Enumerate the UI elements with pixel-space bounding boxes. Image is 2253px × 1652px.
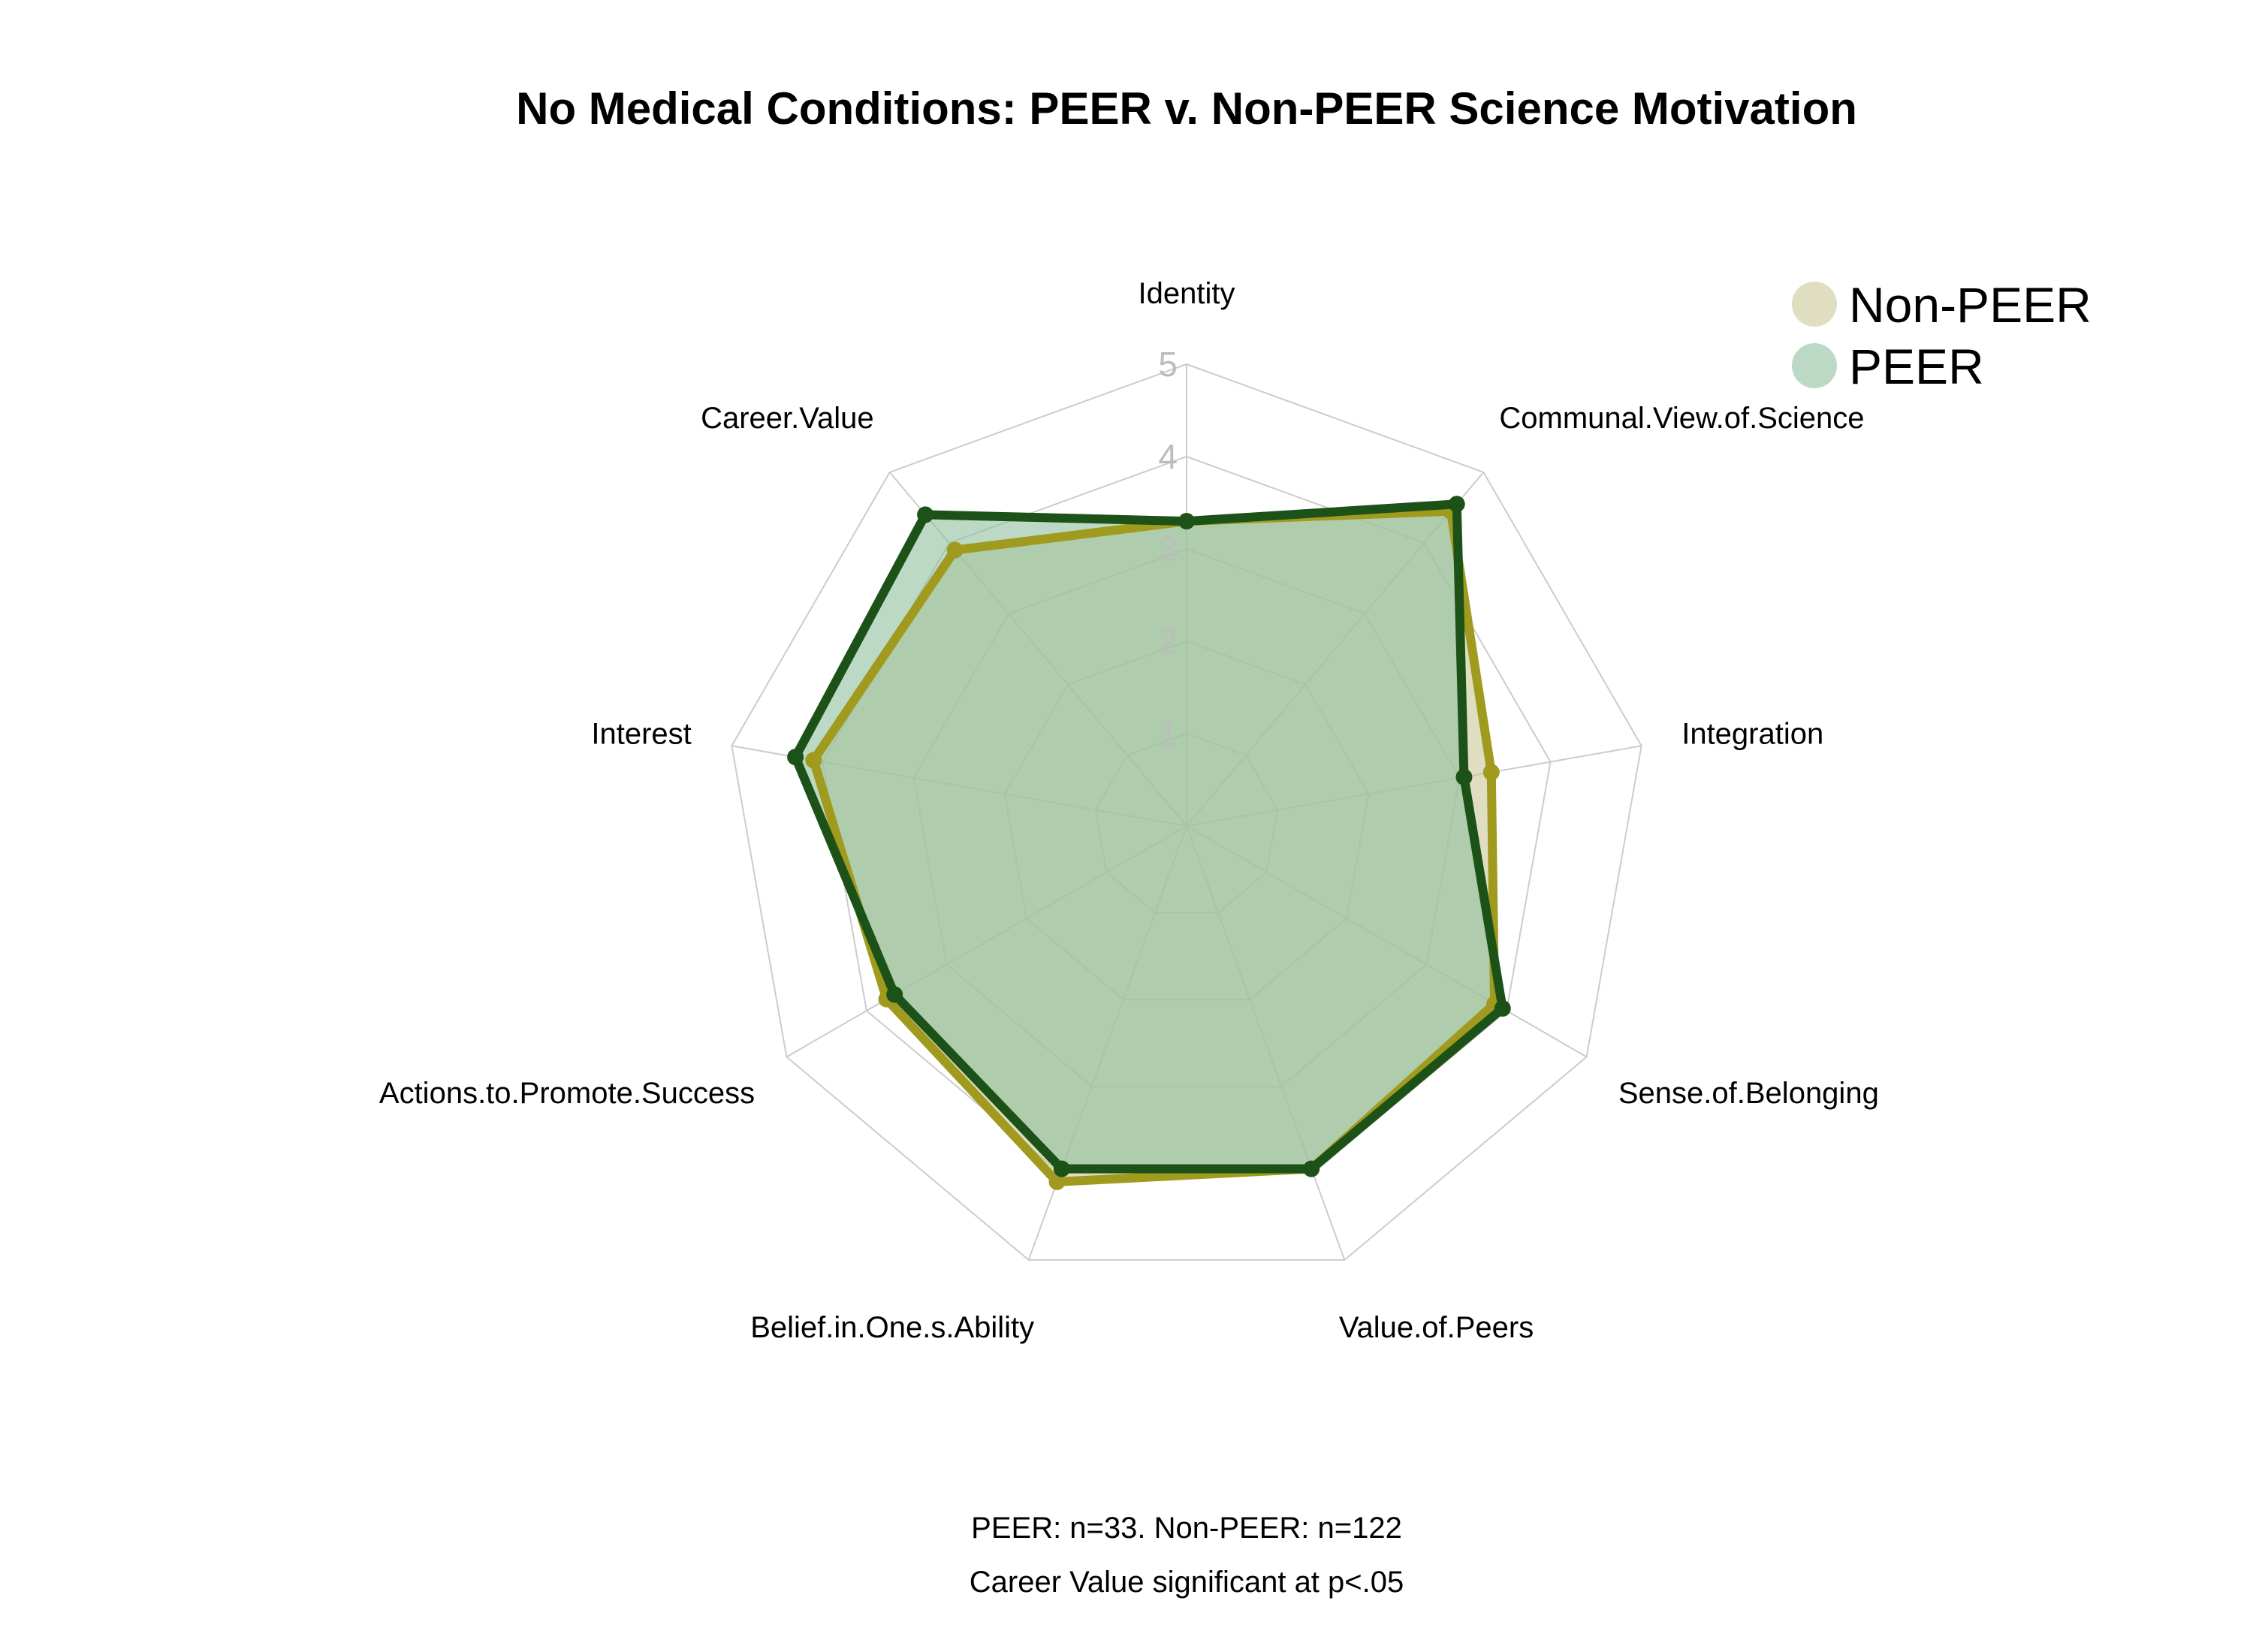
tick-label: 3 — [1158, 529, 1178, 568]
axis-label: Identity — [1139, 277, 1235, 310]
tick-label: 4 — [1158, 437, 1178, 476]
axis-label: Belief.in.One.s.Ability — [750, 1311, 1034, 1344]
data-point — [1482, 764, 1500, 781]
legend-marker — [1792, 343, 1837, 388]
data-point — [1053, 1160, 1070, 1177]
axis-label: Integration — [1681, 718, 1823, 751]
data-point — [917, 506, 934, 523]
series-layer — [787, 496, 1511, 1190]
data-point — [1048, 1173, 1066, 1190]
axis-label: Sense.of.Belonging — [1618, 1077, 1879, 1110]
data-point — [787, 749, 804, 766]
tick-label: 2 — [1158, 622, 1178, 661]
data-point — [1178, 513, 1195, 530]
axis-label: Interest — [591, 718, 691, 751]
axis-label: Career.Value — [701, 402, 874, 435]
legend: Non-PEER PEER — [1792, 277, 2092, 394]
series-line-1 — [791, 499, 1507, 1174]
data-point — [1455, 768, 1473, 785]
legend-label: PEER — [1849, 339, 1984, 394]
series-area-1 — [795, 504, 1503, 1169]
tick-label: 1 — [1158, 714, 1178, 753]
grid-ring-5 — [731, 363, 1642, 1261]
tick-labels: 1 2 3 4 5 — [1158, 345, 1178, 753]
data-point — [946, 541, 964, 559]
axis-label: Value.of.Peers — [1339, 1311, 1534, 1344]
caption-line-2: Career Value significant at p<.05 — [970, 1566, 1404, 1599]
axis-label: Actions.to.Promote.Success — [379, 1077, 755, 1110]
axis-labels: Identity Communal.View.of.Science Integrat… — [379, 277, 1879, 1344]
data-point — [805, 752, 822, 769]
data-point — [1303, 1160, 1320, 1177]
tick-label: 5 — [1158, 345, 1178, 384]
chart-title: No Medical Conditions: PEER v. Non-PEER … — [516, 83, 1857, 134]
series-line-0 — [809, 506, 1500, 1186]
data-point — [1448, 496, 1465, 513]
legend-label: Non-PEER — [1849, 277, 2092, 333]
legend-marker — [1792, 282, 1837, 327]
data-point — [886, 986, 903, 1003]
caption-line-1: PEER: n=33. Non-PEER: n=122 — [971, 1512, 1402, 1545]
axis-label: Communal.View.of.Science — [1499, 402, 1864, 435]
data-point — [1494, 999, 1511, 1017]
